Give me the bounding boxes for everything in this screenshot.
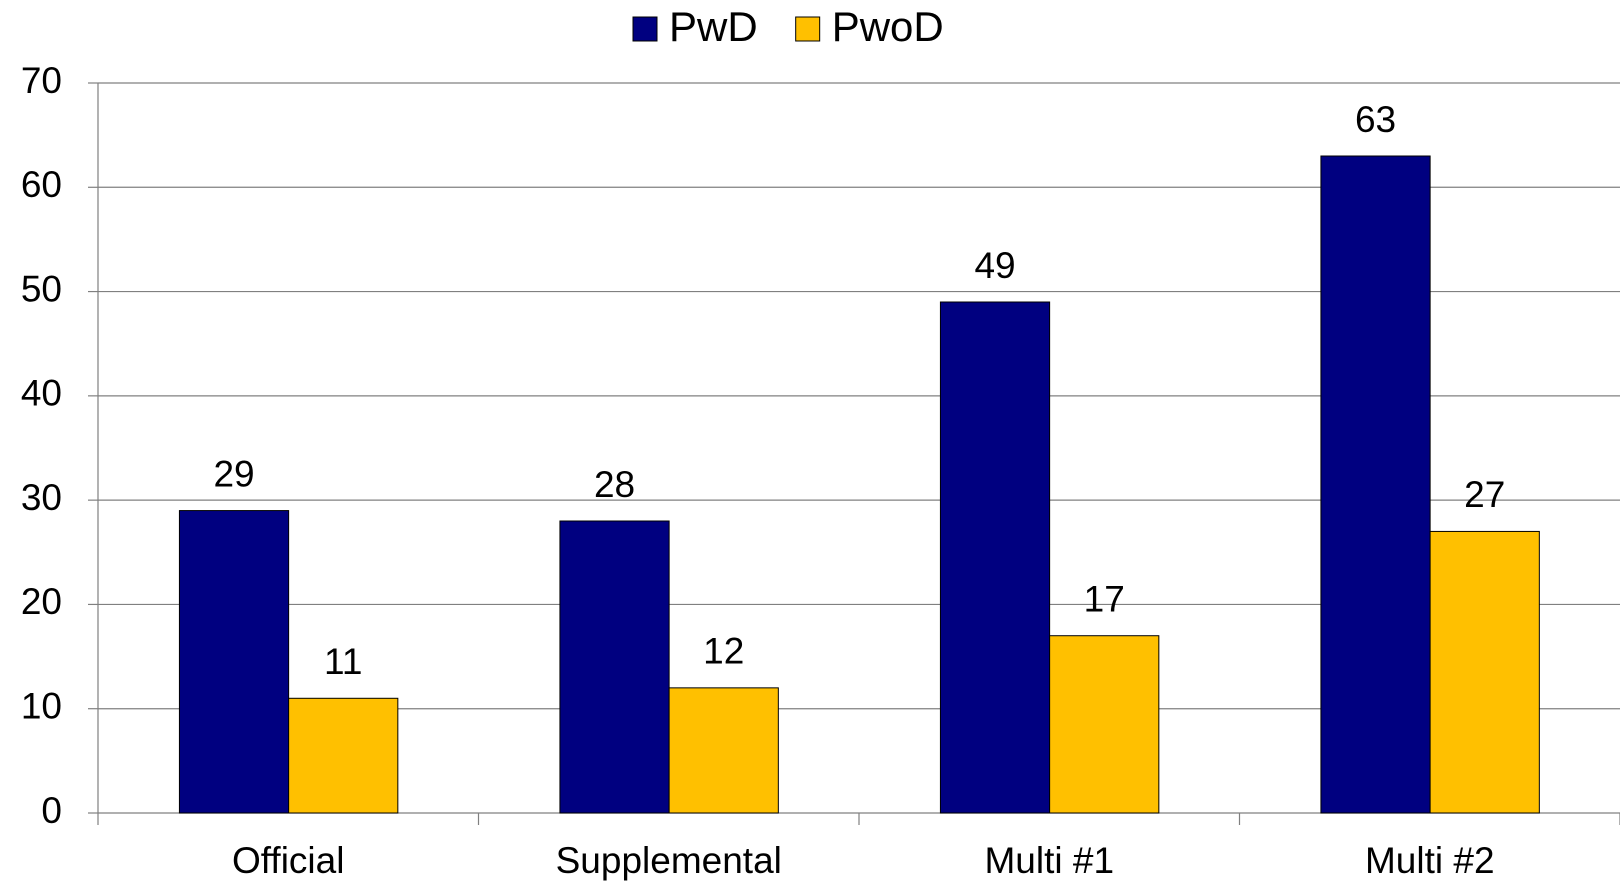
bar: [939, 301, 1051, 814]
y-tick-label: 20: [21, 581, 62, 622]
bar: [668, 687, 779, 814]
bar: [1320, 155, 1431, 814]
value-label: 17: [1084, 578, 1125, 619]
x-tick-label: Multi #2: [1365, 840, 1495, 881]
value-label: 49: [974, 245, 1015, 286]
value-label: 63: [1355, 99, 1396, 140]
bar: [288, 697, 399, 814]
legend-label: PwD: [669, 3, 758, 50]
x-tick-label: Official: [232, 840, 344, 881]
legend-swatch: [632, 16, 658, 42]
value-label: 29: [213, 453, 254, 494]
y-tick-label: 60: [21, 164, 62, 205]
y-tick-label: 50: [21, 268, 62, 309]
x-tick-label: Supplemental: [556, 840, 782, 881]
value-label: 28: [594, 464, 635, 505]
bar: [178, 510, 290, 814]
y-tick-label: 30: [21, 477, 62, 518]
y-tick-label: 70: [21, 60, 62, 101]
y-tick-label: 0: [41, 790, 62, 831]
y-tick-label: 40: [21, 373, 62, 414]
bar: [559, 520, 670, 814]
x-tick-label: Multi #1: [984, 840, 1114, 881]
bar: [1049, 635, 1160, 814]
bar: [1429, 530, 1540, 814]
value-label: 12: [703, 631, 744, 672]
legend-swatch: [795, 16, 821, 42]
y-tick-label: 10: [21, 685, 62, 726]
value-label: 11: [324, 641, 362, 682]
value-label: 27: [1464, 474, 1505, 515]
legend-label: PwoD: [832, 3, 944, 50]
